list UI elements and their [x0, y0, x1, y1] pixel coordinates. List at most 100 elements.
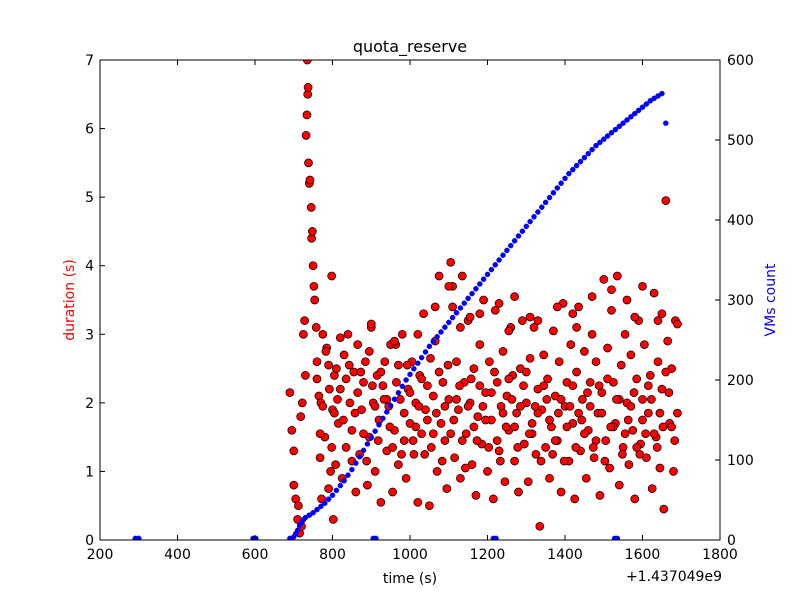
duration-point: [543, 374, 552, 384]
duration-point: [432, 467, 442, 476]
duration-point: [525, 429, 534, 439]
vms-count-point: [442, 324, 448, 330]
duration-point: [388, 487, 397, 497]
x-tick-label: 1600: [625, 547, 661, 563]
duration-point: [542, 395, 552, 404]
duration-point: [659, 504, 669, 514]
duration-point: [597, 408, 607, 418]
duration-point: [525, 312, 535, 322]
vms-count-point: [314, 506, 320, 513]
vms-count-point: [554, 185, 561, 191]
duration-point: [626, 401, 636, 411]
vms-count-point: [364, 441, 371, 447]
duration-point: [649, 429, 659, 439]
x-tick-label: 600: [242, 547, 269, 563]
duration-point: [591, 357, 601, 367]
duration-point: [512, 408, 521, 418]
duration-point: [523, 477, 533, 487]
duration-point: [364, 347, 374, 356]
duration-point: [318, 401, 328, 411]
vms-count-point: [469, 290, 475, 297]
duration-point: [304, 158, 313, 168]
duration-point: [366, 319, 376, 329]
vms-count-point: [492, 262, 499, 268]
duration-point: [318, 329, 328, 339]
x-tick-label: 1400: [547, 547, 583, 563]
duration-point: [653, 316, 663, 325]
vms-count-point: [527, 218, 533, 225]
duration-point: [428, 429, 438, 439]
duration-point: [623, 415, 633, 425]
duration-point: [301, 371, 310, 380]
duration-point: [413, 497, 423, 507]
x-tick-label: 400: [164, 547, 191, 563]
duration-point: [341, 443, 351, 452]
vms-count-point: [643, 101, 650, 107]
duration-point: [368, 381, 377, 391]
duration-point: [394, 360, 403, 370]
y-left-tick-label: 0: [85, 533, 94, 549]
vms-count-point: [604, 133, 611, 139]
duration-point: [541, 443, 550, 452]
duration-point: [351, 487, 361, 497]
vms-count-point: [500, 252, 506, 258]
duration-point: [305, 175, 315, 185]
duration-point: [531, 449, 541, 459]
duration-point: [535, 521, 545, 531]
vms-count-point: [318, 503, 324, 510]
duration-point: [408, 436, 418, 445]
duration-point: [399, 436, 409, 445]
vms-count-point: [480, 276, 487, 282]
duration-point: [550, 436, 560, 445]
duration-point: [315, 453, 325, 463]
duration-point: [299, 329, 308, 339]
duration-point: [343, 329, 353, 339]
vms-count-point: [581, 154, 588, 161]
duration-point: [471, 491, 481, 500]
duration-point: [426, 353, 435, 363]
duration-point: [411, 422, 421, 432]
duration-point: [645, 371, 655, 380]
duration-point: [647, 395, 656, 404]
vms-count-point: [461, 300, 468, 306]
duration-point: [483, 467, 492, 476]
duration-point: [585, 377, 595, 387]
duration-point: [333, 395, 342, 404]
duration-point: [465, 312, 475, 322]
duration-point: [443, 360, 453, 370]
duration-point: [514, 487, 523, 497]
vms-count-point: [449, 314, 456, 321]
duration-point: [632, 374, 642, 384]
y-right-tick-label: 100: [727, 453, 754, 469]
vms-count-point: [434, 334, 440, 340]
vms-count-point: [407, 371, 413, 378]
duration-point: [417, 429, 426, 439]
duration-point: [488, 494, 498, 504]
duration-point: [440, 401, 450, 411]
duration-point: [539, 350, 549, 360]
vms-count-point: [294, 527, 301, 534]
duration-point: [308, 261, 318, 271]
duration-point: [571, 443, 581, 452]
duration-point: [492, 377, 502, 387]
duration-point: [572, 323, 581, 332]
duration-point: [434, 367, 444, 377]
duration-point: [456, 473, 465, 483]
duration-point: [434, 271, 444, 281]
duration-point: [630, 312, 640, 322]
vms-count-point: [612, 126, 619, 133]
vms-count-point: [496, 257, 502, 263]
vms-count-point: [465, 295, 471, 302]
vms-count-point: [422, 349, 429, 355]
duration-point: [580, 429, 589, 439]
duration-point: [492, 436, 502, 445]
duration-point: [578, 395, 587, 404]
y-axis-right-label: VMs count: [763, 263, 779, 336]
duration-point: [504, 326, 514, 336]
duration-point: [673, 319, 682, 329]
duration-point: [562, 422, 572, 432]
duration-point: [294, 501, 303, 511]
duration-point: [635, 449, 645, 459]
duration-point: [628, 425, 638, 435]
vms-count-point: [488, 266, 495, 273]
